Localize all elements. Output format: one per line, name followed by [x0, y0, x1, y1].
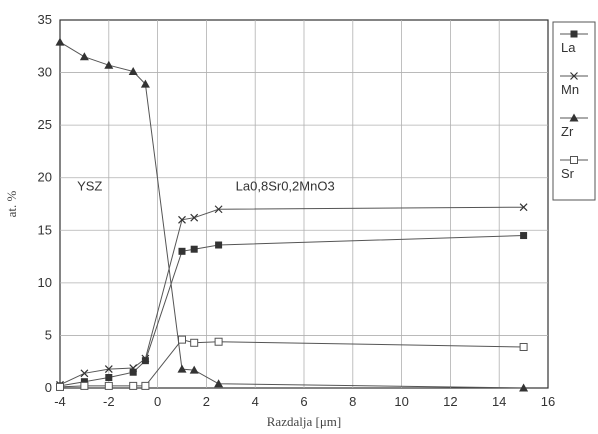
data-point — [570, 156, 578, 164]
legend-label: Zr — [561, 124, 574, 139]
y-tick-label: 15 — [38, 222, 52, 237]
legend-label: La — [561, 40, 576, 55]
y-tick-label: 30 — [38, 65, 52, 80]
data-point — [105, 373, 113, 381]
data-point — [56, 382, 64, 391]
x-tick-label: 12 — [443, 394, 457, 409]
annotation: La0,8Sr0,2MnO3 — [236, 178, 335, 193]
data-point — [140, 79, 150, 88]
x-tick-label: -2 — [103, 394, 115, 409]
y-tick-label: 35 — [38, 12, 52, 27]
legend: La Mn Zr Sr — [552, 21, 596, 201]
y-tick-label: 10 — [38, 275, 52, 290]
data-point — [178, 247, 186, 255]
x-tick-labels: -4 -2 0 2 4 6 8 10 12 14 16 — [54, 394, 555, 409]
y-tick-label: 25 — [38, 117, 52, 132]
legend-item-mn: Mn — [560, 72, 588, 97]
data-point — [520, 232, 528, 240]
data-point — [80, 381, 89, 390]
annotations: YSZ La0,8Sr0,2MnO3 — [77, 178, 335, 193]
legend-label: Sr — [561, 166, 575, 181]
data-point — [80, 369, 89, 378]
legend-label: Mn — [561, 82, 579, 97]
data-point — [104, 365, 113, 373]
x-axis-title: Razdalja [μm] — [267, 414, 341, 429]
data-point — [519, 342, 528, 351]
y-tick-labels: 0 5 10 15 20 25 30 35 — [38, 12, 52, 395]
data-point — [189, 365, 199, 374]
data-point — [569, 113, 579, 122]
x-tick-label: 0 — [154, 394, 161, 409]
data-point — [104, 60, 114, 69]
y-axis-title: at. % — [4, 190, 19, 217]
series-group — [55, 37, 529, 392]
data-point — [79, 52, 89, 61]
y-tick-label: 20 — [38, 170, 52, 185]
x-tick-label: 6 — [300, 394, 307, 409]
data-point — [190, 338, 199, 347]
legend-item-sr: Sr — [560, 156, 588, 181]
x-tick-label: 2 — [203, 394, 210, 409]
x-tick-label: 8 — [349, 394, 356, 409]
data-point — [141, 354, 150, 363]
data-point — [214, 205, 223, 214]
data-point — [129, 368, 137, 376]
series-sr — [56, 335, 528, 391]
legend-box — [552, 21, 596, 201]
y-tick-label: 5 — [45, 327, 52, 342]
data-point — [215, 241, 223, 249]
data-point — [55, 37, 65, 46]
data-point — [570, 30, 578, 38]
data-point — [141, 357, 149, 365]
data-point — [141, 381, 150, 390]
data-point — [177, 364, 187, 373]
x-tick-label: -4 — [54, 394, 66, 409]
data-point — [570, 72, 578, 80]
x-tick-label: 16 — [541, 394, 555, 409]
series-mn — [56, 203, 528, 389]
data-point — [519, 203, 528, 212]
data-point — [190, 213, 199, 222]
grid — [60, 20, 548, 388]
data-point — [80, 378, 88, 386]
series-zr — [55, 37, 529, 392]
data-point — [129, 364, 138, 372]
x-tick-label: 10 — [394, 394, 408, 409]
data-point — [519, 383, 529, 392]
x-tick-label: 4 — [252, 394, 259, 409]
legend-item-zr: Zr — [560, 113, 588, 139]
data-point — [129, 381, 138, 390]
data-point — [104, 381, 113, 390]
legend-item-la: La — [560, 30, 588, 55]
data-point — [214, 337, 223, 346]
annotation: YSZ — [77, 178, 102, 193]
data-point — [214, 379, 224, 388]
data-point — [178, 215, 186, 224]
data-point — [190, 245, 198, 253]
y-tick-label: 0 — [45, 380, 52, 395]
data-point — [178, 335, 186, 344]
x-tick-label: 14 — [492, 394, 506, 409]
data-point — [128, 67, 138, 76]
